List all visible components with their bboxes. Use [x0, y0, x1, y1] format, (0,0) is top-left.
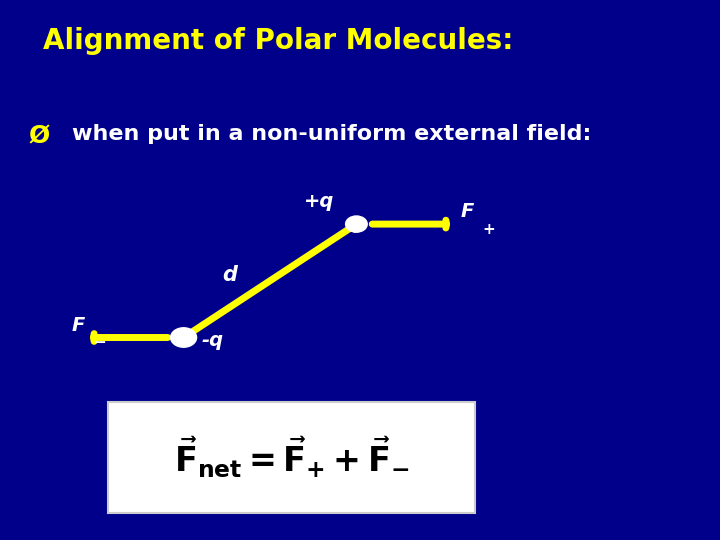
Text: F: F — [72, 316, 86, 335]
Text: -q: -q — [202, 330, 224, 350]
Text: $\mathbf{\vec{F}_{net} = \vec{F}_{+} + \vec{F}_{-}}$: $\mathbf{\vec{F}_{net} = \vec{F}_{+} + \… — [174, 435, 410, 481]
Text: d: d — [222, 265, 238, 286]
Text: −: − — [94, 335, 107, 350]
Text: when put in a non-uniform external field:: when put in a non-uniform external field… — [72, 124, 591, 144]
Text: +: + — [482, 222, 495, 237]
Circle shape — [171, 328, 197, 347]
Text: Ø: Ø — [29, 124, 50, 148]
Text: +q: +q — [305, 192, 335, 211]
FancyBboxPatch shape — [108, 402, 475, 513]
Circle shape — [346, 216, 367, 232]
Text: Alignment of Polar Molecules:: Alignment of Polar Molecules: — [43, 27, 513, 55]
Text: F: F — [461, 202, 474, 221]
